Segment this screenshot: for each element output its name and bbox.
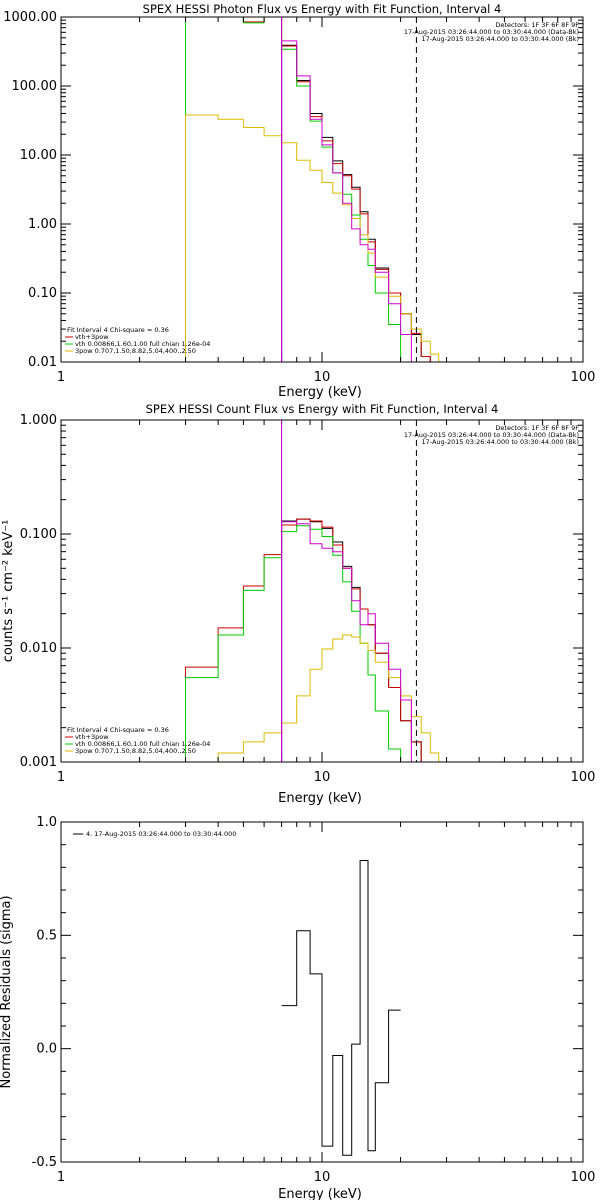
photon-y-tick-label: 1.00 <box>28 217 57 232</box>
count-y-tick-label: 0.010 <box>20 641 57 656</box>
photon-x-axis-label: Energy (keV) <box>278 385 362 400</box>
count-y-tick-label: 0.100 <box>20 527 57 542</box>
count-chart-title: SPEX HESSI Count Flux vs Energy with Fit… <box>146 402 499 416</box>
count-x-tick-label: 10 <box>314 770 331 785</box>
photon-y-tick-label: 100.00 <box>12 79 58 94</box>
photon-series-line-vth-3pow <box>185 17 431 362</box>
photon-y-tick-label: 10.00 <box>20 148 57 163</box>
count-info-line: 17-Aug-2015 03:26:44.000 to 03:30:44.000… <box>404 431 579 439</box>
residuals-y-tick-label: 1.0 <box>36 815 57 830</box>
photon-y-tick-label: 0.01 <box>28 355 57 370</box>
photon-fit-line: 3pow 0.707,1.50,8.82,5.04,400.,2.50 <box>75 347 196 355</box>
count-flux-chart: SPEX HESSI Count Flux vs Energy with Fit… <box>1 402 595 806</box>
count-series-line-data <box>281 518 422 762</box>
residuals-series-line-4-17-aug-2015-03-26-44-000-to- <box>281 860 401 1156</box>
residuals-legend-label: 4. 17-Aug-2015 03:26:44.000 to 03:30:44.… <box>86 830 236 838</box>
count-x-axis-label: Energy (keV) <box>278 791 362 806</box>
residuals-x-tick-label: 1 <box>57 1170 65 1185</box>
photon-series-line-vth <box>185 17 412 362</box>
count-fit-line: Fit Interval 4 Chi-square = 0.36 <box>67 726 169 734</box>
count-fit-line: vth+3pow <box>75 733 109 741</box>
count-info-line: Detectors: 1F 3F 6F 8F 9F <box>495 424 579 432</box>
photon-series-line-data <box>281 44 431 362</box>
residuals-y-tick-label: -0.5 <box>32 1155 57 1170</box>
photon-x-tick-label: 100 <box>571 370 596 385</box>
photon-chart-title: SPEX HESSI Photon Flux vs Energy with Fi… <box>143 2 502 16</box>
photon-x-tick-label: 10 <box>314 370 331 385</box>
residuals-y-tick-label: 0.5 <box>36 928 57 943</box>
photon-info-line: 17-Aug-2015 03:26:44.000 to 03:30:44.000… <box>422 35 579 43</box>
residuals-x-tick-label: 10 <box>314 1170 331 1185</box>
photon-flux-chart: SPEX HESSI Photon Flux vs Energy with Fi… <box>3 2 596 400</box>
count-series-line-vth-3pow <box>185 518 440 762</box>
photon-series-line-3pow <box>185 114 440 362</box>
count-series-line-vth <box>185 525 412 762</box>
photon-fit-line: Fit Interval 4 Chi-square = 0.36 <box>67 326 169 334</box>
photon-info-line: Detectors: 1F 3F 6F 8F 9F <box>495 21 579 29</box>
residuals-y-tick-label: 0.0 <box>36 1042 57 1057</box>
count-y-tick-label: 1.000 <box>20 413 57 428</box>
residuals-chart: -0.5 0.0 0.5 1.0 1 10 100 Energy (keV) Normal… <box>0 815 595 1200</box>
residuals-x-axis-label: Energy (keV) <box>278 1187 362 1200</box>
count-x-tick-label: 1 <box>57 770 65 785</box>
count-y-tick-label: 0.001 <box>20 755 57 770</box>
residuals-x-tick-label: 100 <box>571 1170 596 1185</box>
count-fit-line: vth 0.00866,1.60,1.00 full chian 1.26e-0… <box>75 740 210 748</box>
count-series-line-bk <box>281 521 412 762</box>
photon-series-line-bk <box>281 40 412 362</box>
photon-x-tick-label: 1 <box>57 370 65 385</box>
photon-y-tick-label: 1000.00 <box>3 10 57 25</box>
photon-info-line: 17-Aug-2015 03:26:44.000 to 03:30:44.000… <box>404 28 579 36</box>
photon-plot-frame <box>60 16 584 363</box>
count-info-line: 17-Aug-2015 03:26:44.000 to 03:30:44.000… <box>422 438 579 446</box>
residuals-y-axis-label: Normalized Residuals (sigma) <box>0 895 14 1088</box>
count-y-axis-label: counts s⁻¹ cm⁻² keV⁻¹ <box>1 520 16 663</box>
photon-fit-line: vth 0.00866,1.60,1.00 full chian 1.26e-0… <box>75 340 210 348</box>
count-x-tick-label: 100 <box>571 770 596 785</box>
photon-fit-line: vth+3pow <box>75 333 109 341</box>
count-plot-frame <box>60 419 584 763</box>
count-fit-line: 3pow 0.707,1.50,8.82,5.04,400.,2.50 <box>75 747 196 755</box>
photon-y-tick-label: 0.10 <box>28 286 57 301</box>
